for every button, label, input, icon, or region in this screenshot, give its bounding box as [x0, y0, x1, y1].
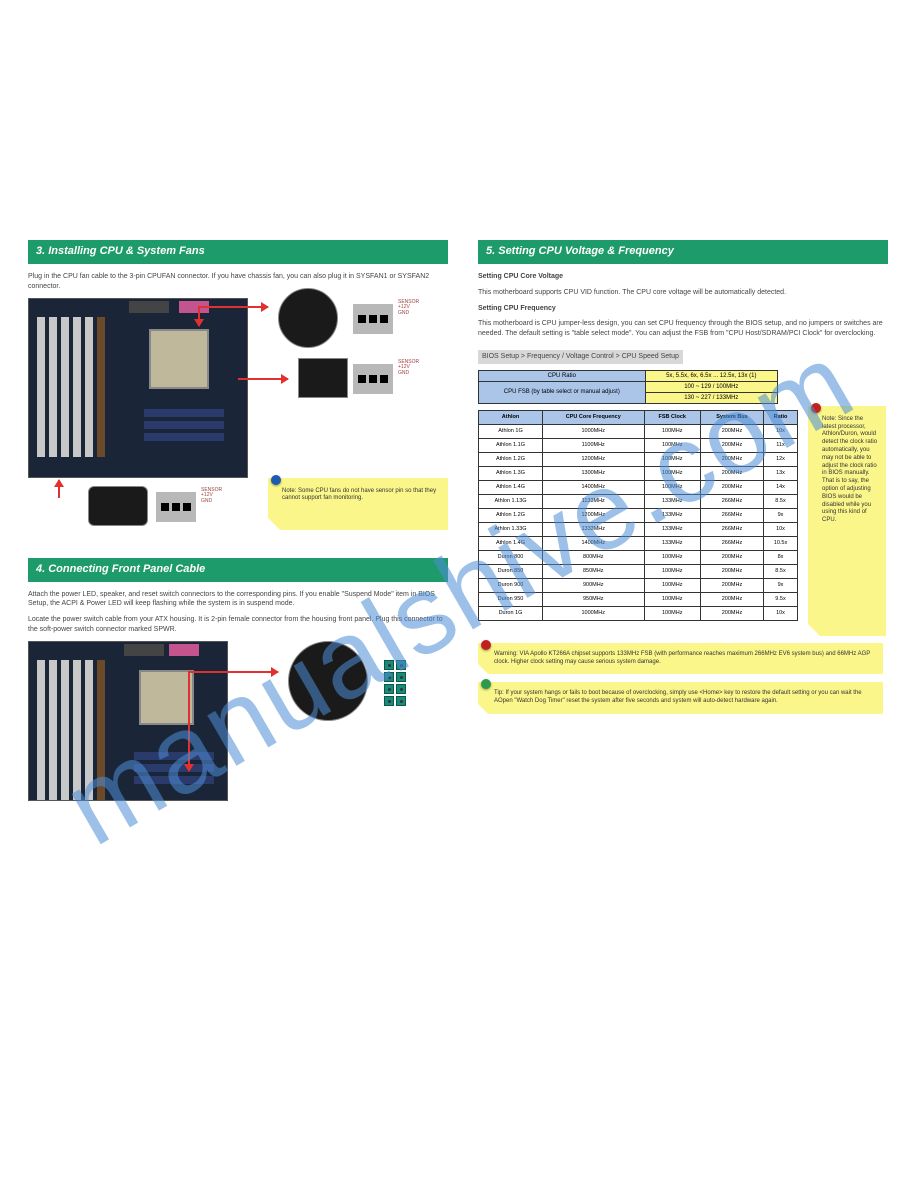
- section-bar-cpu: 5. Setting CPU Voltage & Frequency: [478, 240, 888, 264]
- pushpin-icon: [481, 640, 491, 650]
- warning-note: Warning: VIA Apollo KT266A chipset suppo…: [478, 643, 883, 675]
- fp-intro-2: Locate the power switch cable from your …: [28, 615, 448, 635]
- frequency-text: This motherboard is CPU jumper-less desi…: [478, 319, 888, 339]
- sysfan2-header: [156, 492, 196, 522]
- frontpanel-callout: [288, 641, 368, 721]
- cpufan-header: [353, 364, 393, 394]
- fp-intro-1: Attach the power LED, speaker, and reset…: [28, 590, 448, 610]
- bios-path: BIOS Setup > Frequency / Voltage Control…: [478, 350, 683, 364]
- section-bar-frontpanel: 4. Connecting Front Panel Cable: [28, 558, 448, 582]
- sysfan2-callout: [88, 486, 148, 526]
- sysfan-header: [353, 304, 393, 334]
- ratio-note: Note: Since the latest processor, Athlon…: [808, 406, 886, 636]
- pushpin-icon: [811, 403, 821, 413]
- sub-voltage: Setting CPU Core Voltage: [478, 272, 888, 282]
- cpufan-callout: [298, 358, 348, 398]
- pushpin-icon: [481, 679, 491, 689]
- ratio-fsb-table: CPU Ratio5x, 5.5x, 6x, 6.5x ... 12.5x, 1…: [478, 370, 778, 404]
- motherboard-diagram-2: [28, 641, 228, 801]
- frontpanel-connector: [383, 659, 409, 709]
- pushpin-icon: [271, 475, 281, 485]
- right-column: 5. Setting CPU Voltage & Frequency Setti…: [478, 240, 888, 714]
- sub-frequency: Setting CPU Frequency: [478, 304, 888, 314]
- voltage-text: This motherboard supports CPU VID functi…: [478, 288, 888, 298]
- tip-note: Tip: If your system hangs or fails to bo…: [478, 682, 883, 714]
- fans-intro: Plug in the CPU fan cable to the 3-pin C…: [28, 272, 448, 292]
- motherboard-diagram-1: [28, 298, 248, 478]
- fan-sensor-note: Note: Some CPU fans do not have sensor p…: [268, 478, 448, 530]
- left-column: 3. Installing CPU & System Fans Plug in …: [28, 240, 448, 821]
- sysfan-callout: [278, 288, 338, 348]
- cpu-frequency-table: AthlonCPU Core FrequencyFSB ClockSystem …: [478, 410, 798, 621]
- section-bar-fans: 3. Installing CPU & System Fans: [28, 240, 448, 264]
